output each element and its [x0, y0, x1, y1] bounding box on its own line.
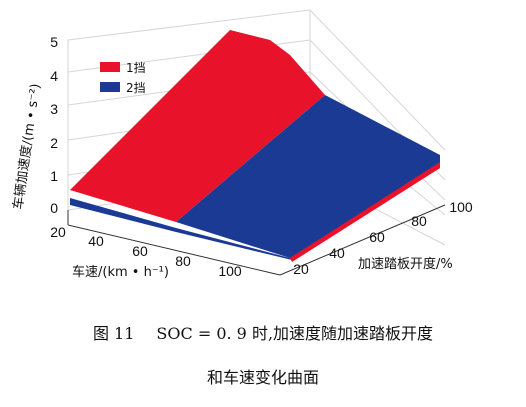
z-axis-ticks: 0 1 2 3 4 5	[50, 34, 58, 216]
y-axis-ticks: 20 40 60 80 100	[293, 199, 473, 277]
legend-label-gear2: 2挡	[126, 81, 146, 95]
y-tick-label: 20	[293, 261, 309, 277]
figure-caption-line1: 图 11 SOC = 0. 9 时,加速度随加速踏板开度	[0, 320, 526, 344]
surface-gear1	[70, 30, 325, 222]
x-tick-label: 20	[50, 224, 66, 240]
y-tick-label: 40	[329, 245, 345, 261]
axis-frame	[67, 204, 446, 276]
z-axis-title: 车辆加速度/(m • s⁻²)	[10, 83, 44, 211]
x-tick-label: 60	[132, 243, 148, 259]
x-axis-line	[67, 224, 281, 276]
z-tick-label: 5	[50, 34, 58, 50]
y-tick-label: 80	[411, 213, 427, 229]
x-axis-title: 车速/(km • h⁻¹)	[72, 264, 169, 280]
legend-swatch-gear1	[100, 62, 120, 72]
side-top-edge	[309, 9, 446, 151]
x-tick-label: 100	[218, 263, 242, 279]
legend: 1挡 2挡	[100, 61, 146, 95]
surface-gear2	[176, 95, 440, 258]
y-tick-label: 60	[369, 229, 385, 245]
z-tick-label: 3	[50, 101, 58, 117]
surfaces	[70, 30, 440, 262]
z-tick-label: 0	[50, 200, 58, 216]
back-top-edge	[67, 9, 311, 41]
y-tick-label: 100	[449, 199, 473, 215]
y-axis-line	[279, 204, 446, 276]
figure-number: 图 11	[92, 324, 135, 343]
x-tick-label: 40	[88, 233, 104, 249]
z-tick-label: 2	[50, 135, 58, 151]
caption-text-1: SOC = 0. 9 时,加速度随加速踏板开度	[156, 324, 434, 343]
x-axis-ticks: 20 40 60 80 100	[50, 224, 242, 279]
figure-caption-line2: 和车速变化曲面	[206, 368, 319, 387]
legend-label-gear1: 1挡	[126, 61, 146, 75]
x-tick-label: 80	[175, 253, 191, 269]
y-axis-title: 加速踏板开度/%	[358, 256, 453, 272]
legend-swatch-gear2	[100, 82, 120, 92]
z-tick-label: 4	[50, 68, 58, 84]
surface-chart: 0 1 2 3 4 5 20 40 60 80 100 20 40 60 80 100 车辆加速度/(m …	[10, 9, 473, 280]
z-tick-label: 1	[50, 168, 58, 184]
surface-gear1-front-edge	[290, 162, 440, 262]
